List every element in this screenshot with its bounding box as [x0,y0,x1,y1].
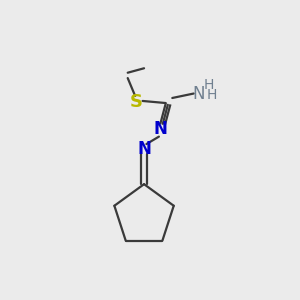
Text: H: H [206,88,217,102]
Text: N: N [193,85,205,103]
Text: S: S [130,93,143,111]
Text: N: N [154,120,167,138]
Text: N: N [137,140,151,158]
Text: H: H [203,78,214,92]
